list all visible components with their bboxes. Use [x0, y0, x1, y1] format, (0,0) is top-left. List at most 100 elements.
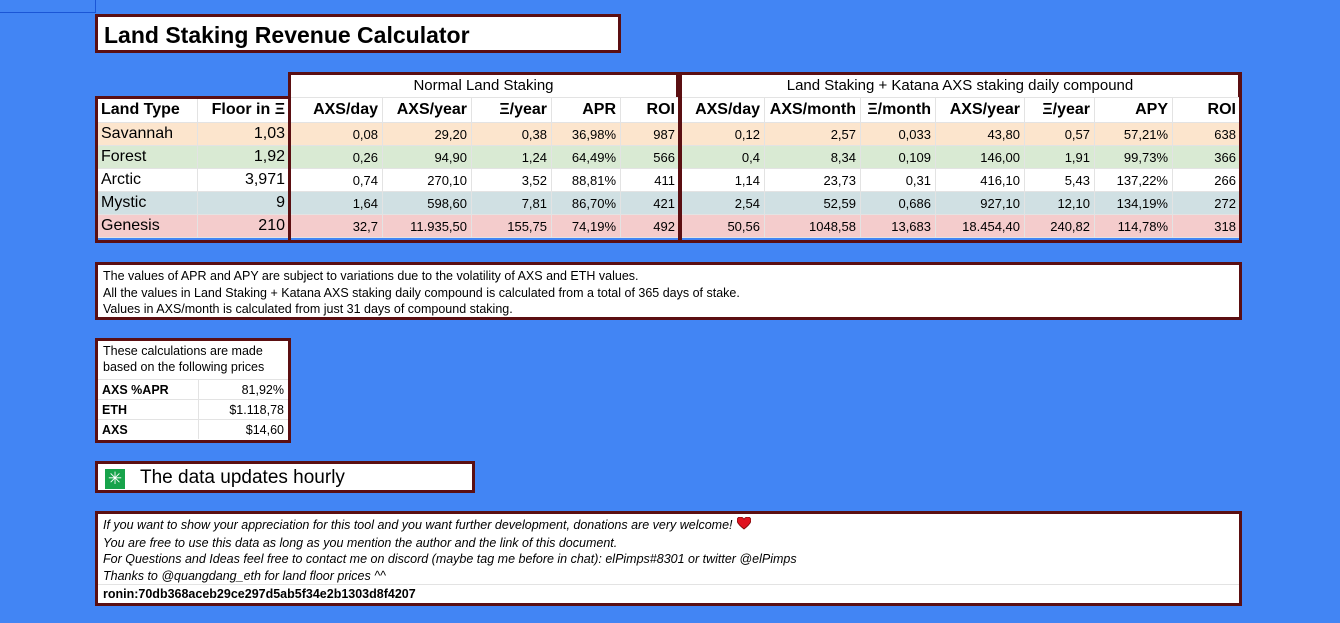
price-value: 81,92%	[198, 379, 288, 400]
table-header-row: AXS/day AXS/year Ξ/year APR ROI	[289, 97, 680, 123]
katana-value-cell: 43,80	[935, 122, 1025, 146]
column-header: Ξ/month	[860, 97, 936, 123]
table-row: 0,12 2,57 0,033 43,80 0,57 57,21% 638	[680, 122, 1241, 146]
price-row: ETH $1.118,78	[98, 399, 288, 420]
update-text: The data updates hourly	[140, 467, 345, 488]
floor-price-cell: 3,971	[197, 168, 290, 192]
column-header: AXS/day	[289, 97, 383, 123]
land-type-cell: Genesis	[96, 214, 198, 238]
normal-staking-header: Normal Land Staking	[288, 72, 679, 97]
katana-value-cell: 366	[1172, 145, 1241, 169]
footer-line: Thanks to @quangdang_eth for land floor …	[103, 568, 386, 583]
page-title: Land Staking Revenue Calculator	[104, 22, 470, 48]
katana-value-cell: 266	[1172, 168, 1241, 192]
normal-value-cell: 566	[620, 145, 680, 169]
table-row: 0,08 29,20 0,38 36,98% 987	[289, 122, 680, 146]
normal-value-cell: 64,49%	[551, 145, 621, 169]
table-row: Arctic 3,971	[96, 168, 290, 192]
katana-value-cell: 0,31	[860, 168, 936, 192]
table-row: 1,14 23,73 0,31 416,10 5,43 137,22% 266	[680, 168, 1241, 192]
katana-value-cell: 146,00	[935, 145, 1025, 169]
footer-line-text: If you want to show your appreciation fo…	[103, 518, 733, 533]
column-header: AXS/day	[680, 97, 765, 123]
normal-value-cell: 1,24	[471, 145, 552, 169]
table-row: Savannah 1,03	[96, 122, 290, 146]
update-banner: ✳ The data updates hourly	[95, 461, 475, 493]
table-row: Forest 1,92	[96, 145, 290, 169]
katana-value-cell: 416,10	[935, 168, 1025, 192]
normal-value-cell: 0,08	[289, 122, 383, 146]
normal-value-cell: 86,70%	[551, 191, 621, 215]
normal-value-cell: 11.935,50	[382, 214, 472, 238]
katana-value-cell: 2,57	[764, 122, 861, 146]
katana-value-cell: 0,12	[680, 122, 765, 146]
normal-value-cell: 987	[620, 122, 680, 146]
normal-value-cell: 7,81	[471, 191, 552, 215]
title-box: Land Staking Revenue Calculator	[95, 14, 621, 53]
column-header: ROI	[1172, 97, 1241, 123]
normal-value-cell: 598,60	[382, 191, 472, 215]
normal-value-cell: 421	[620, 191, 680, 215]
ronin-address[interactable]: ronin:70db368aceb29ce297d5ab5f34e2b1303d…	[98, 584, 1239, 603]
normal-value-cell: 0,38	[471, 122, 552, 146]
katana-value-cell: 1,14	[680, 168, 765, 192]
normal-value-cell: 3,52	[471, 168, 552, 192]
table-row: 1,64 598,60 7,81 86,70% 421	[289, 191, 680, 215]
katana-value-cell: 137,22%	[1094, 168, 1173, 192]
table-row: 0,26 94,90 1,24 64,49% 566	[289, 145, 680, 169]
normal-value-cell: 0,74	[289, 168, 383, 192]
katana-value-cell: 0,686	[860, 191, 936, 215]
floor-price-cell: 210	[197, 214, 290, 238]
katana-value-cell: 638	[1172, 122, 1241, 146]
katana-value-cell: 318	[1172, 214, 1241, 238]
katana-value-cell: 134,19%	[1094, 191, 1173, 215]
katana-value-cell: 0,109	[860, 145, 936, 169]
column-header: APR	[551, 97, 621, 123]
katana-value-cell: 52,59	[764, 191, 861, 215]
katana-value-cell: 8,34	[764, 145, 861, 169]
table-header-row: Land Type Floor in Ξ	[96, 97, 290, 123]
katana-value-cell: 272	[1172, 191, 1241, 215]
price-row: AXS %APR 81,92%	[98, 379, 288, 400]
table-row: Genesis 210	[96, 214, 290, 238]
katana-value-cell: 18.454,40	[935, 214, 1025, 238]
katana-value-cell: 240,82	[1024, 214, 1095, 238]
katana-staking-header: Land Staking + Katana AXS staking daily …	[679, 72, 1241, 97]
normal-value-cell: 411	[620, 168, 680, 192]
katana-value-cell: 114,78%	[1094, 214, 1173, 238]
floor-price-cell: 1,03	[197, 122, 290, 146]
column-header: Ξ/year	[1024, 97, 1095, 123]
katana-value-cell: 0,57	[1024, 122, 1095, 146]
heart-icon	[736, 516, 751, 535]
table-row: 50,56 1048,58 13,683 18.454,40 240,82 114,78%…	[680, 214, 1241, 238]
note-line: Values in AXS/month is calculated from j…	[103, 302, 513, 316]
katana-staking-table: AXS/day AXS/month Ξ/month AXS/year Ξ/yea…	[680, 97, 1241, 238]
footer-line: You are free to use this data as long as…	[103, 535, 618, 550]
column-header: Ξ/year	[471, 97, 552, 123]
katana-value-cell: 0,033	[860, 122, 936, 146]
price-row: AXS $14,60	[98, 419, 288, 439]
normal-staking-table: AXS/day AXS/year Ξ/year APR ROI 0,08 29,2…	[289, 97, 680, 238]
normal-value-cell: 0,26	[289, 145, 383, 169]
katana-value-cell: 0,4	[680, 145, 765, 169]
normal-value-cell: 1,64	[289, 191, 383, 215]
floor-price-cell: 1,92	[197, 145, 290, 169]
table-row: Mystic 9	[96, 191, 290, 215]
sheet-corner-line	[95, 0, 96, 13]
column-header: AXS/month	[764, 97, 861, 123]
price-label: ETH	[98, 399, 199, 420]
footer-box: If you want to show your appreciation fo…	[95, 511, 1242, 606]
table-row: 0,74 270,10 3,52 88,81% 411	[289, 168, 680, 192]
katana-value-cell: 23,73	[764, 168, 861, 192]
katana-value-cell: 50,56	[680, 214, 765, 238]
katana-value-cell: 99,73%	[1094, 145, 1173, 169]
katana-value-cell: 1048,58	[764, 214, 861, 238]
footer-line: If you want to show your appreciation fo…	[103, 516, 1234, 535]
normal-value-cell: 492	[620, 214, 680, 238]
table-row: 32,7 11.935,50 155,75 74,19% 492	[289, 214, 680, 238]
price-label: AXS	[98, 419, 199, 439]
prices-intro: These calculations are made based on the…	[103, 344, 265, 374]
normal-value-cell: 94,90	[382, 145, 472, 169]
column-header: Land Type	[96, 97, 198, 123]
land-type-table: Land Type Floor in Ξ Savannah 1,03 Forest 1…	[96, 97, 290, 238]
